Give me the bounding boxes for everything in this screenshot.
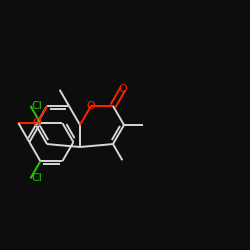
Text: O: O <box>87 101 96 111</box>
Text: Cl: Cl <box>32 101 42 111</box>
Text: O: O <box>33 118 42 128</box>
Text: O: O <box>118 84 127 94</box>
Text: Cl: Cl <box>32 173 42 183</box>
